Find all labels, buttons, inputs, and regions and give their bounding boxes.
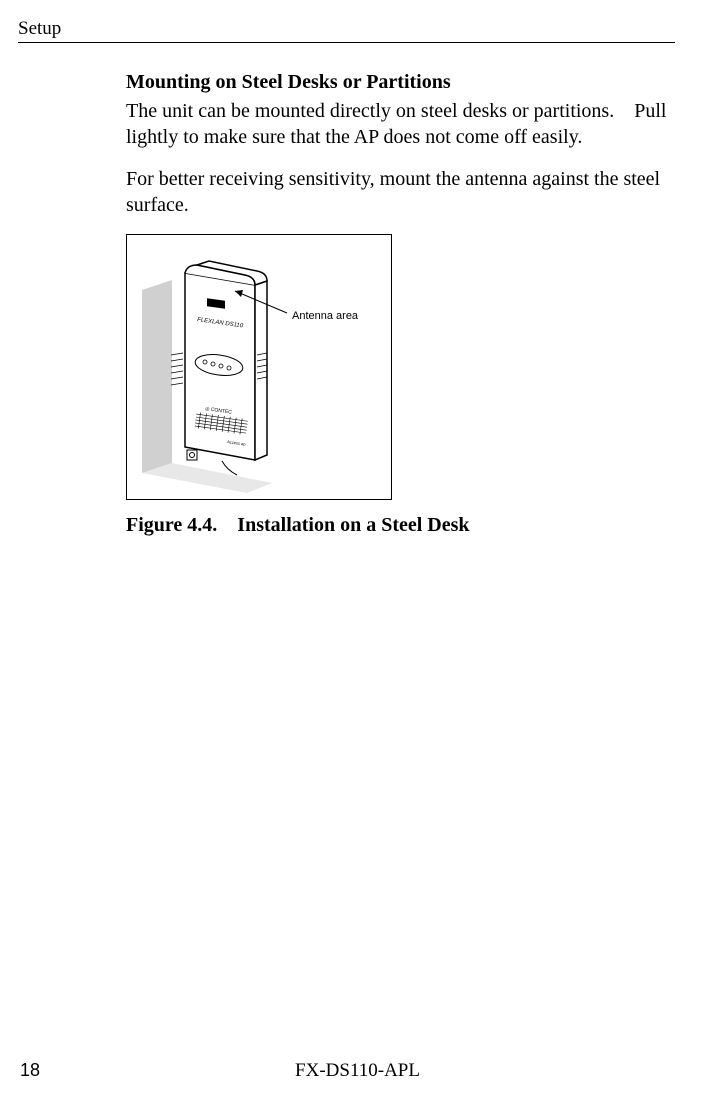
figure-caption: Figure 4.4. Installation on a Steel Desk [126,514,675,537]
device-illustration: FLEXLAN DS110 ◎ CONTEC [127,235,391,499]
page-header: Setup [18,18,675,43]
page-footer: 18 FX-DS110-APL [0,1060,715,1081]
subheading: Mounting on Steel Desks or Partitions [126,71,675,94]
header-rule [18,42,675,43]
paragraph-1: The unit can be mounted directly on stee… [126,98,675,150]
section-label: Setup [18,18,675,40]
content-area: Mounting on Steel Desks or Partitions Th… [18,71,675,537]
figure-installation: FLEXLAN DS110 ◎ CONTEC [126,234,392,500]
footer-model: FX-DS110-APL [295,1060,420,1082]
antenna-area-label: Antenna area [292,310,358,322]
page-number: 18 [20,1060,40,1081]
paragraph-2: For better receiving sensitivity, mount … [126,166,675,218]
